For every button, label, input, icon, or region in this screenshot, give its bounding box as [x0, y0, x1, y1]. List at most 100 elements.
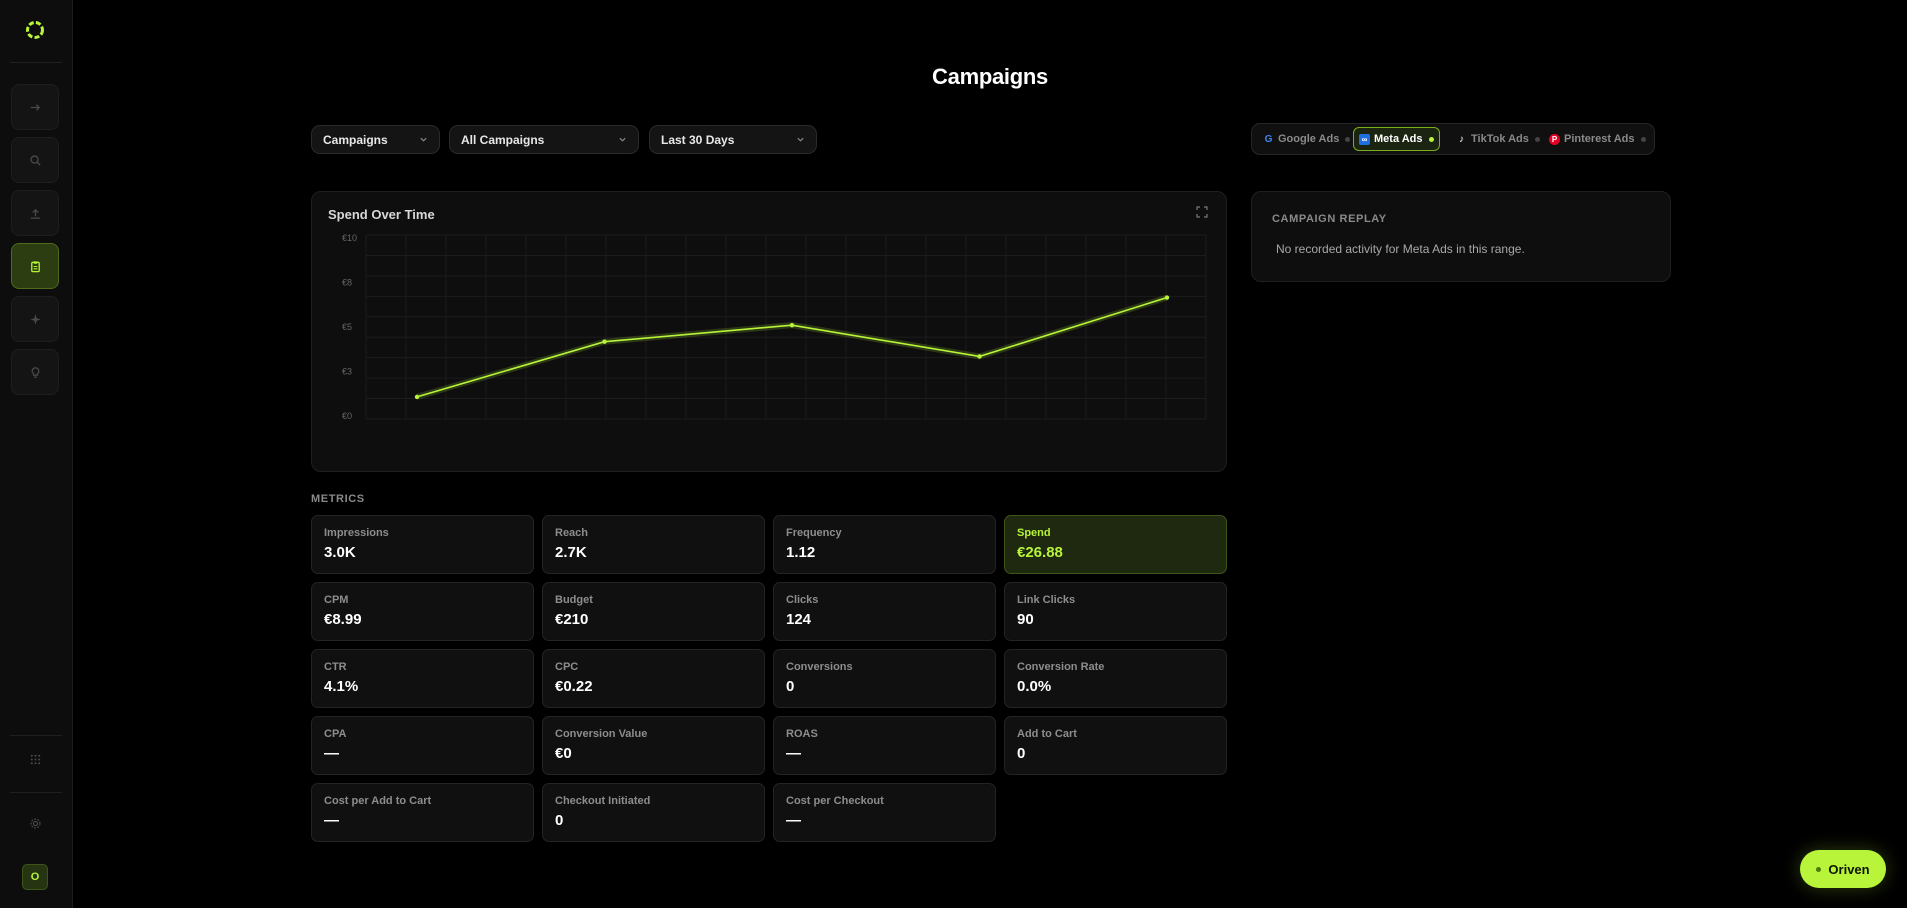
y-tick-label: €5 [342, 322, 352, 332]
data-point [789, 322, 795, 328]
platform-tabs: G Google Ads ∞ Meta Ads ♪ TikTok Ads P P… [1251, 123, 1655, 155]
metric-card[interactable]: CPM €8.99 [311, 582, 534, 641]
metric-card[interactable]: CPC €0.22 [542, 649, 765, 708]
metric-card[interactable]: Add to Cart 0 [1004, 716, 1227, 775]
metric-label: Reach [555, 527, 589, 539]
metric-label: Link Clicks [1017, 594, 1076, 606]
status-dot [1428, 136, 1434, 142]
metric-value: 4.1% [324, 678, 359, 695]
metric-card[interactable]: Frequency 1.12 [773, 515, 996, 574]
y-tick-label: €10 [342, 233, 357, 243]
tab-label: TikTok Ads [1471, 133, 1529, 145]
metric-label: Cost per Checkout [786, 795, 884, 807]
metric-card[interactable]: Impressions 3.0K [311, 515, 534, 574]
metric-label: CTR [324, 661, 347, 673]
metric-card[interactable]: Link Clicks 90 [1004, 582, 1227, 641]
metric-card[interactable]: Conversion Value €0 [542, 716, 765, 775]
metric-value: 0 [786, 678, 795, 695]
metric-label: Add to Cart [1017, 728, 1077, 740]
tab-label: Pinterest Ads [1564, 133, 1635, 145]
arrow-right-icon [30, 103, 40, 111]
metric-value: 124 [786, 611, 812, 628]
sidebar-item-search[interactable] [11, 137, 59, 183]
spend-chart-card: €10 €8 €5 €3 €0 Spend Over Time [311, 191, 1227, 472]
upload-icon [30, 208, 40, 219]
metric-label: Conversion Value [555, 728, 648, 740]
tab-label: Google Ads [1278, 133, 1340, 145]
user-avatar[interactable]: O [22, 864, 48, 890]
sparkle-icon [29, 313, 41, 325]
gear-icon [29, 817, 41, 829]
data-point [414, 394, 420, 400]
metric-value: — [786, 812, 801, 829]
metric-value: — [324, 745, 339, 762]
metric-label: Impressions [324, 527, 389, 539]
chevron-down-icon [619, 137, 626, 142]
grid-icon [30, 754, 40, 764]
sidebar-item-apps[interactable] [11, 736, 59, 782]
campaign-replay-panel: CAMPAIGN REPLAY No recorded activity for… [1251, 191, 1671, 282]
level-dropdown-value: Campaigns [323, 132, 388, 147]
metric-label: CPC [555, 661, 579, 673]
sidebar-item-insights[interactable] [11, 296, 59, 342]
sidebar-item-upload[interactable] [11, 190, 59, 236]
date-range-dropdown-value: Last 30 Days [661, 132, 735, 147]
metric-value: €210 [555, 611, 589, 628]
clipboard-icon [30, 260, 40, 272]
data-point [602, 339, 607, 344]
campaign-dropdown-value: All Campaigns [461, 132, 545, 147]
date-range-dropdown[interactable]: Last 30 Days [649, 125, 817, 154]
metric-card[interactable]: Checkout Initiated 0 [542, 783, 765, 842]
metric-value: 3.0K [324, 544, 356, 561]
metric-card[interactable]: Clicks 124 [773, 582, 996, 641]
metric-label: Conversions [786, 661, 853, 673]
metric-value: 90 [1017, 611, 1034, 628]
tab-meta-ads[interactable]: ∞ Meta Ads [1353, 127, 1440, 151]
expand-icon[interactable] [1196, 206, 1208, 218]
data-point [977, 354, 982, 359]
metric-card[interactable]: ROAS — [773, 716, 996, 775]
sidebar-item-settings[interactable] [11, 800, 59, 846]
spend-line-chart: €10 €8 €5 €3 €0 [342, 233, 1207, 421]
status-dot [1816, 866, 1822, 872]
metric-label: ROAS [786, 728, 818, 740]
assistant-button[interactable]: Oriven [1800, 850, 1886, 888]
tab-google-ads[interactable]: G Google Ads [1258, 127, 1355, 151]
metric-card[interactable]: Cost per Checkout — [773, 783, 996, 842]
metrics-label: METRICS [311, 493, 365, 505]
sidebar-divider [10, 792, 62, 793]
metric-card[interactable]: Conversion Rate 0.0% [1004, 649, 1227, 708]
page-title: Campaigns [932, 64, 1048, 89]
metric-label: Clicks [786, 594, 819, 606]
metric-card[interactable]: Budget €210 [542, 582, 765, 641]
level-dropdown[interactable]: Campaigns [311, 125, 440, 154]
meta-icon: ∞ [1359, 133, 1370, 145]
metric-card[interactable]: CTR 4.1% [311, 649, 534, 708]
sidebar-divider [10, 735, 62, 736]
assistant-label: Oriven [1828, 861, 1870, 877]
metric-value: 0 [555, 812, 564, 829]
metric-value: €8.99 [324, 611, 362, 628]
metric-value: 1.12 [786, 544, 816, 561]
metric-card[interactable]: Conversions 0 [773, 649, 996, 708]
metric-card[interactable]: CPA — [311, 716, 534, 775]
metric-label: Spend [1017, 527, 1051, 539]
brand-logo-icon[interactable] [24, 19, 46, 41]
campaign-dropdown[interactable]: All Campaigns [449, 125, 639, 154]
metric-label: CPM [324, 594, 349, 606]
tab-tiktok-ads[interactable]: ♪ TikTok Ads [1451, 127, 1545, 151]
sidebar: O [0, 0, 73, 908]
sidebar-item-navigate[interactable] [11, 84, 59, 130]
tiktok-icon: ♪ [1459, 133, 1464, 145]
sidebar-item-ideas[interactable] [11, 349, 59, 395]
metric-card[interactable]: Reach 2.7K [542, 515, 765, 574]
metric-label: Checkout Initiated [555, 795, 651, 807]
tab-label: Meta Ads [1374, 133, 1423, 145]
sidebar-divider [10, 62, 62, 63]
metric-card[interactable]: Cost per Add to Cart — [311, 783, 534, 842]
metric-card[interactable]: Spend €26.88 [1004, 515, 1227, 574]
tab-pinterest-ads[interactable]: P Pinterest Ads [1544, 127, 1651, 151]
sidebar-item-campaigns[interactable] [11, 243, 59, 289]
metric-value: 0.0% [1017, 678, 1052, 695]
page-title-wrap: Campaigns [0, 64, 1907, 90]
